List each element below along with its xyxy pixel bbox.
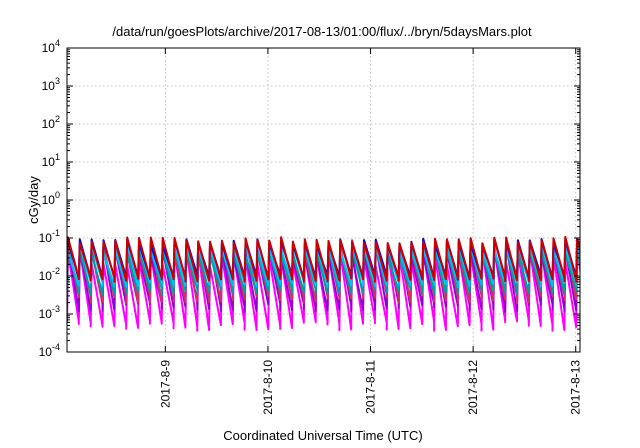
y-tick-label: 104 <box>42 38 60 55</box>
y-tick-label: 103 <box>42 76 60 93</box>
x-tick-label: 2017-8-11 <box>364 360 378 414</box>
y-tick-label: 102 <box>42 114 60 131</box>
y-tick-label: 10-3 <box>39 304 60 321</box>
x-tick-label: 2017-8-13 <box>569 360 583 415</box>
series-line <box>67 235 580 283</box>
y-tick-label: 10-1 <box>39 228 60 245</box>
y-tick-label: 101 <box>42 152 60 169</box>
y-tick-label: 10-2 <box>39 266 60 283</box>
x-tick-label: 2017-8-10 <box>261 360 275 415</box>
x-tick-label: 2017-8-9 <box>158 360 172 408</box>
series-layer <box>67 235 580 332</box>
y-axis-label: cGy/day <box>26 176 41 224</box>
axis-ticks: 10-4 10-3 10-2 10-1 100 101 102 103 104 2017-8-9 2… <box>39 38 583 415</box>
chart-title: /data/run/goesPlots/archive/2017-08-13/0… <box>112 24 532 39</box>
y-tick-label: 10-4 <box>39 342 60 359</box>
x-axis-label: Coordinated Universal Time (UTC) <box>223 428 422 443</box>
y-tick-label: 100 <box>42 190 60 207</box>
x-tick-label: 2017-8-12 <box>466 360 480 415</box>
